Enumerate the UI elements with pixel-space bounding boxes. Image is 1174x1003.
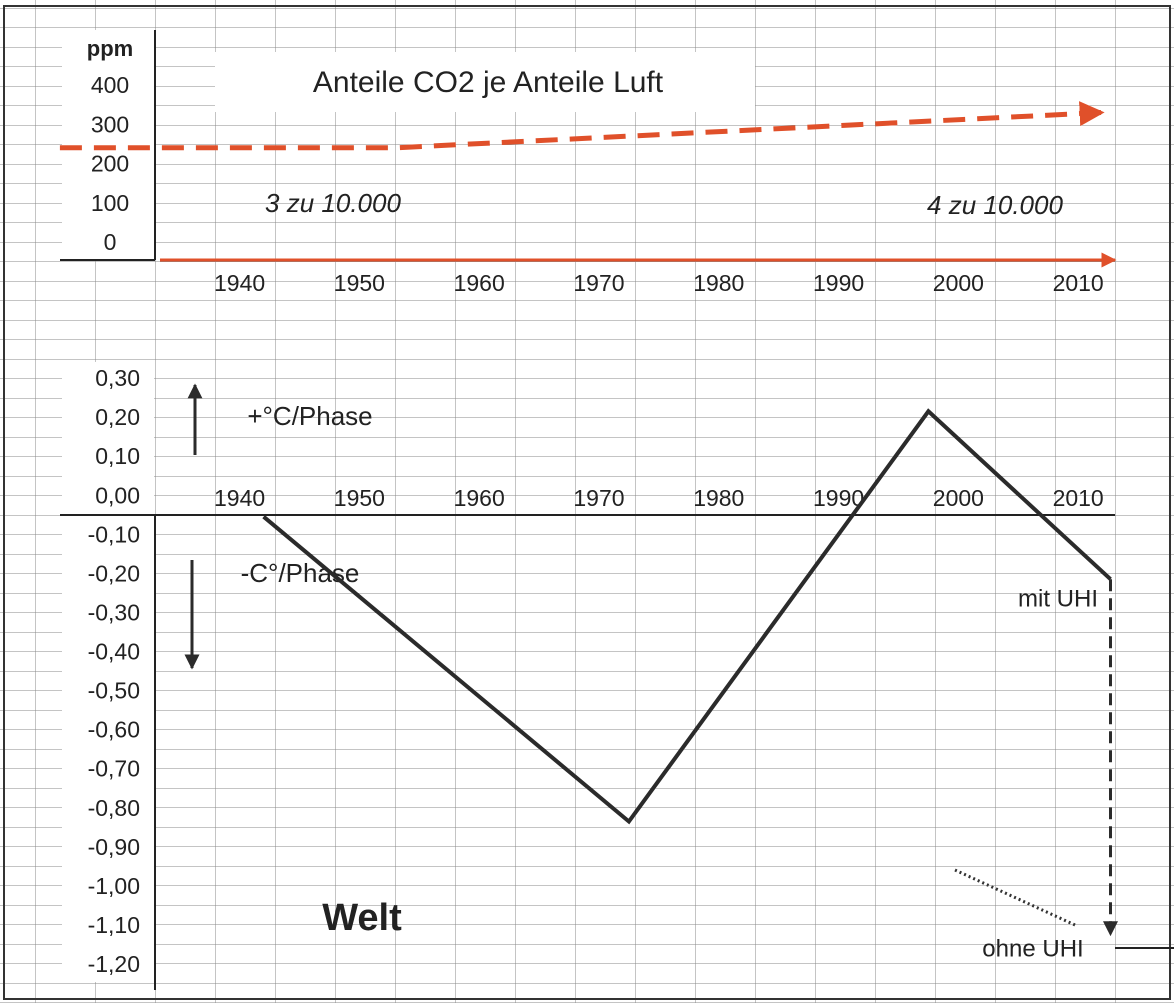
annotation: 4 zu 10.000 [927, 190, 1063, 220]
ppm-column [62, 30, 154, 259]
x-tick-label: 2000 [933, 485, 984, 511]
y-tick-label: -1,20 [88, 951, 140, 977]
x-tick-label: 1940 [214, 270, 265, 296]
x-tick-label: 1990 [813, 485, 864, 511]
y-tick-label: -0,60 [88, 717, 140, 743]
y-axis-label: ppm [87, 36, 133, 61]
y-tick-label: 0,30 [95, 365, 140, 391]
x-tick-label: 1990 [813, 270, 864, 296]
data-line [262, 408, 1112, 825]
y-tick-label: 400 [91, 72, 129, 98]
series-label: ohne UHI [982, 935, 1083, 962]
x-tick-label: 1970 [573, 485, 624, 511]
x-tick-label: 1950 [334, 270, 385, 296]
annotation: Welt [322, 897, 402, 939]
x-tick-label: 1940 [214, 485, 265, 511]
y-tick-label: 0,00 [95, 482, 140, 508]
y-tick-label: 0 [104, 229, 117, 255]
x-tick-label: 1970 [573, 270, 624, 296]
annotation: 3 zu 10.000 [265, 188, 401, 218]
series-label: mit UHI [1018, 585, 1098, 612]
x-tick-label: 1960 [454, 485, 505, 511]
x-tick-label: 1980 [693, 485, 744, 511]
y-tick-label: -0,90 [88, 834, 140, 860]
y-tick-label: 0,10 [95, 443, 140, 469]
y-tick-label: -0,10 [88, 521, 140, 547]
x-tick-label: 2000 [933, 270, 984, 296]
x-tick-label: 1950 [334, 485, 385, 511]
x-tick-label: 1960 [454, 270, 505, 296]
y-tick-label: 300 [91, 111, 129, 137]
y-tick-label: 200 [91, 151, 129, 177]
title-box [215, 52, 755, 112]
x-tick-label: 1980 [693, 270, 744, 296]
annotation: +°C/Phase [247, 401, 372, 431]
y-tick-label: -0,30 [88, 599, 140, 625]
y-tick-label: -1,00 [88, 873, 140, 899]
temp-column [62, 362, 154, 982]
chart-title: Anteile CO2 je Anteile Luft [313, 66, 664, 99]
dotted-line [954, 868, 1076, 927]
y-tick-label: -1,10 [88, 912, 140, 938]
x-tick-label: 2010 [1053, 270, 1104, 296]
y-tick-label: 100 [91, 190, 129, 216]
y-tick-label: 0,20 [95, 404, 140, 430]
x-tick-label: 2010 [1053, 485, 1104, 511]
y-tick-label: -0,20 [88, 560, 140, 586]
y-tick-label: -0,40 [88, 639, 140, 665]
y-tick-label: -0,80 [88, 795, 140, 821]
y-tick-label: -0,50 [88, 678, 140, 704]
frame [3, 5, 1171, 1000]
annotation: -C°/Phase [241, 558, 360, 588]
data-line [59, 101, 1105, 151]
y-tick-label: -0,70 [88, 756, 140, 782]
